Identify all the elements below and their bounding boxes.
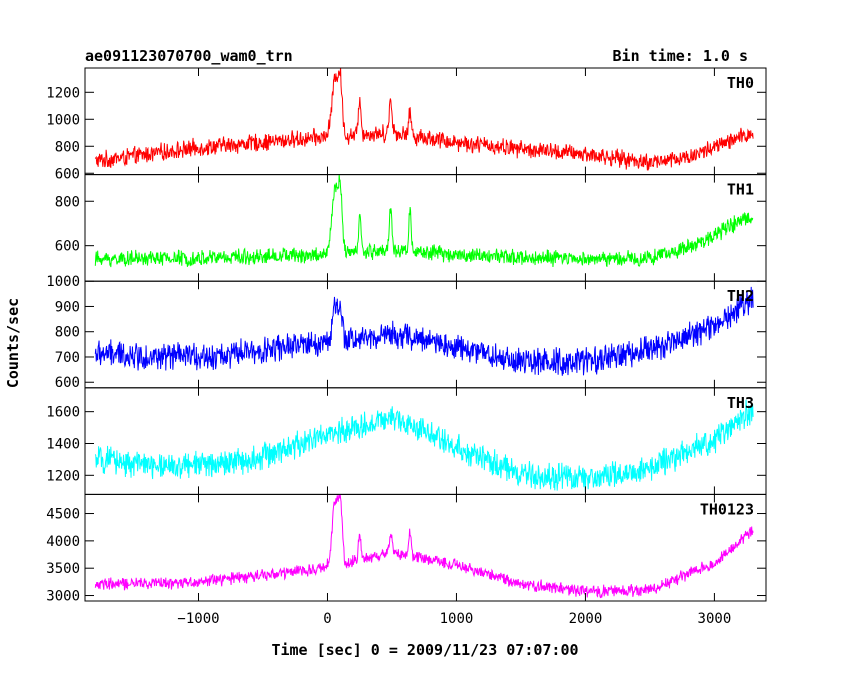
panel-label: TH1 xyxy=(727,181,754,199)
panel-frame xyxy=(84,67,767,176)
y-tick-label: 600 xyxy=(55,166,80,182)
series-line-th1 xyxy=(94,174,754,268)
series-line-th0123 xyxy=(94,494,754,599)
series-line-th0 xyxy=(94,68,754,172)
y-tick-label: 1200 xyxy=(46,468,80,484)
panel-frame xyxy=(84,493,767,602)
y-tick-label: 1400 xyxy=(46,436,80,452)
y-axis-label: Counts/sec xyxy=(4,298,22,388)
y-tick-label: 3500 xyxy=(46,561,80,577)
y-tick-label: 1200 xyxy=(46,85,80,101)
bin-time-label: Bin time: 1.0 s xyxy=(613,47,748,65)
series-line-th2 xyxy=(94,286,754,376)
y-tick-label: 3000 xyxy=(46,589,80,605)
y-tick-label: 1000 xyxy=(46,274,80,290)
chart-title: ae091123070700_wam0_trn xyxy=(85,47,293,65)
y-tick-label: 700 xyxy=(55,350,80,366)
x-tick-label: 1000 xyxy=(440,611,474,627)
panel-frame xyxy=(84,387,767,495)
y-tick-label: 1000 xyxy=(46,112,80,128)
y-tick-label: 600 xyxy=(55,375,80,391)
x-tick-label: 3000 xyxy=(698,611,732,627)
x-axis-label: Time [sec] 0 = 2009/11/23 07:07:00 xyxy=(271,641,578,659)
panel-th3: 1200 1400 1600 TH3 xyxy=(46,387,767,495)
panel-label: TH0123 xyxy=(700,500,754,518)
y-tick-label: 4500 xyxy=(46,507,80,523)
y-tick-label: 800 xyxy=(55,139,80,155)
panel-th0123: 3000 3500 4000 4500 TH0123 xyxy=(46,493,767,605)
panel-label: TH2 xyxy=(727,287,754,305)
y-tick-label: 4000 xyxy=(46,534,80,550)
panel-th1: 600 800 TH1 xyxy=(55,174,767,282)
x-tick-label: 2000 xyxy=(569,611,603,627)
panel-th0: 600 800 1000 1200 TH0 xyxy=(46,67,767,182)
x-tick-label: 0 xyxy=(323,611,331,627)
y-tick-label: 600 xyxy=(55,239,80,255)
panel-label: TH0 xyxy=(727,74,754,92)
y-tick-label: 1600 xyxy=(46,405,80,421)
y-tick-label: 900 xyxy=(55,299,80,315)
x-tick-label: −1000 xyxy=(177,611,219,627)
panel-frame xyxy=(84,280,767,389)
y-tick-label: 800 xyxy=(55,194,80,210)
panels: 600 800 1000 1200 TH0 600 800 TH1 600 700 800 900 10… xyxy=(46,67,767,627)
panel-label: TH3 xyxy=(727,394,754,412)
series-line-th3 xyxy=(94,399,754,492)
panel-th2: 600 700 800 900 1000 TH2 xyxy=(46,274,767,391)
y-tick-label: 800 xyxy=(55,325,80,341)
